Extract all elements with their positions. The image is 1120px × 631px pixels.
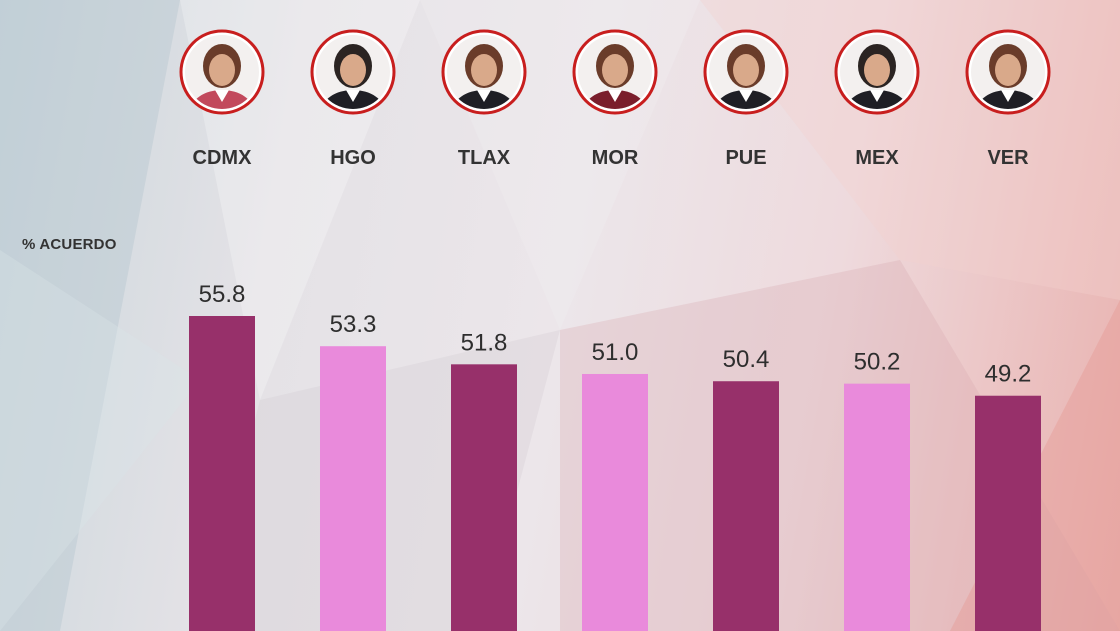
category-label-tlax: TLAX xyxy=(458,147,511,169)
value-label-mor: 51.0 xyxy=(592,339,639,366)
category-label-hgo: HGO xyxy=(330,147,376,169)
bar-pue xyxy=(713,381,779,631)
person-photo-icon xyxy=(572,29,658,115)
person-photo-icon xyxy=(441,29,527,115)
category-label-mex: MEX xyxy=(855,147,899,169)
value-label-pue: 50.4 xyxy=(723,346,770,373)
person-photo-icon xyxy=(310,29,396,115)
category-label-mor: MOR xyxy=(592,147,639,169)
person-photo-icon xyxy=(703,29,789,115)
value-label-tlax: 51.8 xyxy=(461,329,508,356)
category-label-ver: VER xyxy=(987,147,1029,169)
bar-hgo xyxy=(320,346,386,631)
bar-mex xyxy=(844,383,910,631)
bar-mor xyxy=(582,373,648,631)
value-label-mex: 50.2 xyxy=(854,349,901,376)
value-label-hgo: 53.3 xyxy=(330,311,377,338)
bar-cdmx xyxy=(189,316,255,631)
person-photo-icon xyxy=(179,29,265,115)
value-label-ver: 49.2 xyxy=(985,361,1032,388)
bar-ver xyxy=(975,395,1041,631)
category-label-cdmx: CDMX xyxy=(193,147,253,169)
person-photo-icon xyxy=(834,29,920,115)
y-axis-label: % ACUERDO xyxy=(22,236,117,253)
category-label-pue: PUE xyxy=(725,147,766,169)
value-label-cdmx: 55.8 xyxy=(199,281,246,308)
person-photo-icon xyxy=(965,29,1051,115)
bar-tlax xyxy=(451,364,517,631)
